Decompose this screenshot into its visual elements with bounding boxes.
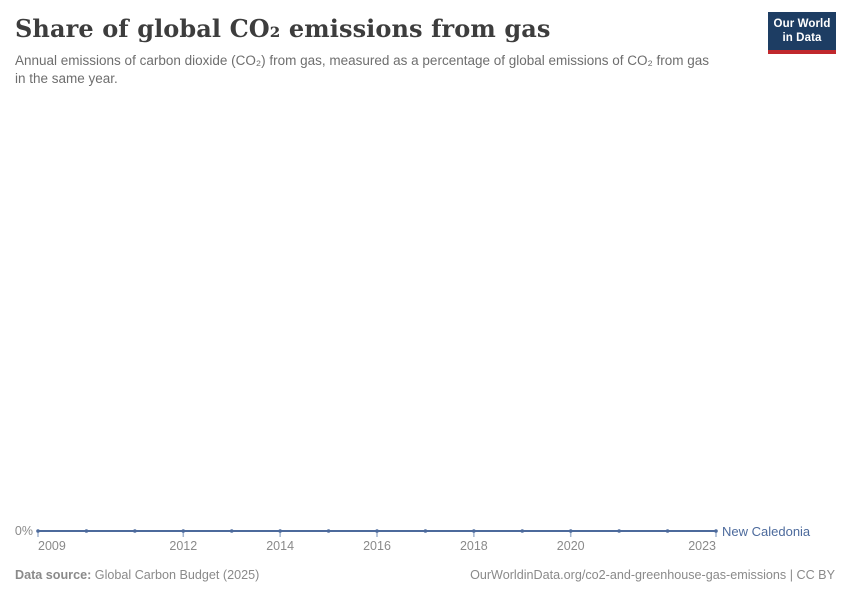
x-axis-tick-label: 2023 bbox=[688, 539, 716, 553]
data-point-marker[interactable] bbox=[84, 529, 89, 533]
page-title: Share of global CO₂ emissions from gas bbox=[15, 14, 551, 43]
data-point-marker[interactable] bbox=[133, 529, 137, 533]
owid-logo[interactable]: Our World in Data bbox=[768, 12, 836, 54]
chart-footer: Data source: Global Carbon Budget (2025)… bbox=[15, 568, 835, 582]
data-point-marker[interactable] bbox=[423, 529, 428, 533]
x-axis-tick-label: 2016 bbox=[363, 539, 391, 553]
x-axis-tick-label: 2018 bbox=[459, 539, 488, 553]
data-point-marker[interactable] bbox=[278, 529, 282, 533]
series-label-new-caledonia[interactable]: New Caledonia bbox=[722, 524, 811, 539]
data-point-marker[interactable] bbox=[181, 529, 186, 533]
data-source-value: Global Carbon Budget (2025) bbox=[91, 568, 260, 582]
chart-subtitle: Annual emissions of carbon dioxide (CO₂)… bbox=[15, 53, 710, 86]
data-point-marker[interactable] bbox=[665, 529, 670, 533]
data-point-marker[interactable] bbox=[375, 529, 379, 533]
data-point-marker[interactable] bbox=[617, 529, 621, 533]
x-axis-tick-label: 2012 bbox=[169, 539, 198, 553]
data-point-marker[interactable] bbox=[36, 529, 40, 533]
x-axis-tick-label: 2020 bbox=[556, 539, 585, 553]
data-point-marker[interactable] bbox=[520, 529, 525, 533]
data-point-marker[interactable] bbox=[326, 529, 331, 533]
y-axis-tick-label: 0% bbox=[14, 524, 33, 538]
attribution-note: OurWorldinData.org/co2-and-greenhouse-ga… bbox=[470, 568, 835, 582]
data-point-marker[interactable] bbox=[568, 529, 573, 533]
data-source-label: Data source: bbox=[15, 568, 92, 582]
chart-header: Share of global CO₂ emissions from gas A… bbox=[15, 14, 750, 88]
data-source-note: Data source: Global Carbon Budget (2025) bbox=[15, 568, 259, 582]
x-axis-tick-label: 2009 bbox=[38, 539, 66, 553]
x-axis-tick-label: 2014 bbox=[266, 539, 295, 553]
data-point-marker[interactable] bbox=[714, 529, 718, 533]
data-point-marker[interactable] bbox=[229, 529, 234, 533]
owid-logo-line2: in Data bbox=[782, 31, 822, 44]
owid-logo-line1: Our World bbox=[773, 18, 831, 30]
data-point-marker[interactable] bbox=[472, 529, 476, 533]
